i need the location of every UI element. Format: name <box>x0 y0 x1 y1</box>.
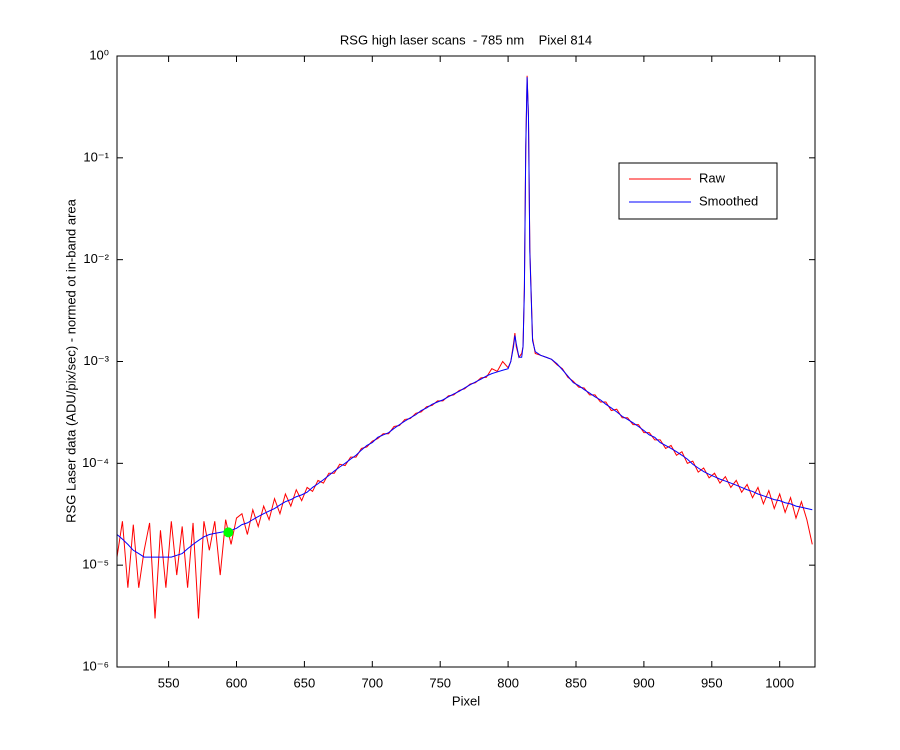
x-tick-label: 650 <box>294 675 316 690</box>
y-tick-label: 10⁻⁶ <box>82 658 109 673</box>
x-tick-label: 700 <box>361 675 383 690</box>
data-line <box>117 77 813 558</box>
x-tick-label: 600 <box>226 675 248 690</box>
x-tick-label: 850 <box>565 675 587 690</box>
x-axis-label: Pixel <box>452 693 480 708</box>
chart-title: RSG high laser scans - 785 nm Pixel 814 <box>340 32 592 47</box>
y-axis-label: RSG Laser data (ADU/pix/sec) - normed ot… <box>63 198 78 522</box>
y-tick-label: 10⁰ <box>89 47 109 62</box>
x-tick-label: 900 <box>633 675 655 690</box>
legend-box <box>618 162 778 220</box>
legend-label: Raw <box>699 170 726 185</box>
y-tick-label: 10⁻³ <box>83 353 109 368</box>
marker-point <box>223 527 234 538</box>
x-tick-label: 750 <box>429 675 451 690</box>
y-tick-label: 10⁻¹ <box>83 149 109 164</box>
legend-label: Smoothed <box>699 193 758 208</box>
plot-area <box>117 56 815 667</box>
x-tick-label: 800 <box>497 675 519 690</box>
y-tick-label: 10⁻⁴ <box>82 455 109 470</box>
data-line <box>117 75 813 619</box>
axes-box <box>116 55 816 668</box>
x-tick-label: 1000 <box>765 675 794 690</box>
y-tick-label: 10⁻² <box>83 251 109 266</box>
y-tick-label: 10⁻⁵ <box>82 557 109 572</box>
x-tick-label: 550 <box>158 675 180 690</box>
x-tick-label: 950 <box>701 675 723 690</box>
